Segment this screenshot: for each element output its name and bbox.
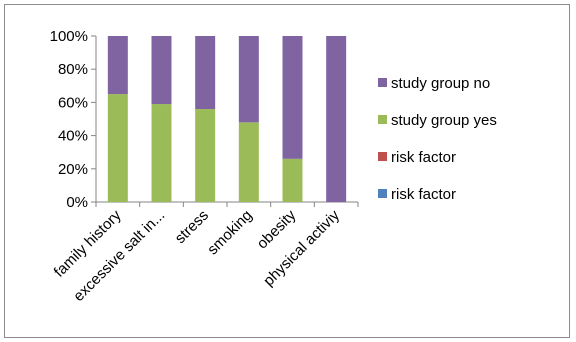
legend-label: risk factor xyxy=(391,186,456,203)
y-tick-label: 60% xyxy=(58,94,88,111)
y-tick-label: 40% xyxy=(58,128,88,145)
bar-segment xyxy=(107,94,128,202)
y-tick-label: 0% xyxy=(66,194,88,211)
bar-segment xyxy=(151,36,172,105)
bar-segment xyxy=(238,122,259,202)
bar-segment xyxy=(238,36,259,123)
bar-segment xyxy=(282,158,303,202)
bar-segment xyxy=(151,104,172,202)
legend-swatch xyxy=(378,189,387,198)
y-tick-label: 80% xyxy=(58,61,88,78)
x-tick-label: stress xyxy=(172,207,212,247)
bar-segment xyxy=(195,36,216,110)
bar-segment xyxy=(107,36,128,95)
legend-swatch xyxy=(378,152,387,161)
bar-segment xyxy=(282,36,303,159)
x-tick-label: smoking xyxy=(204,207,256,259)
legend-swatch xyxy=(378,115,387,124)
y-tick-label: 100% xyxy=(50,28,88,45)
legend-swatch xyxy=(378,78,387,87)
legend-label: study group no xyxy=(391,75,490,92)
bar-segment xyxy=(195,109,216,202)
legend-label: risk factor xyxy=(391,149,456,166)
legend-label: study group yes xyxy=(391,112,497,129)
bar-segment xyxy=(326,36,347,202)
y-tick-label: 20% xyxy=(58,161,88,178)
x-tick-label: physical activiy xyxy=(260,206,343,289)
